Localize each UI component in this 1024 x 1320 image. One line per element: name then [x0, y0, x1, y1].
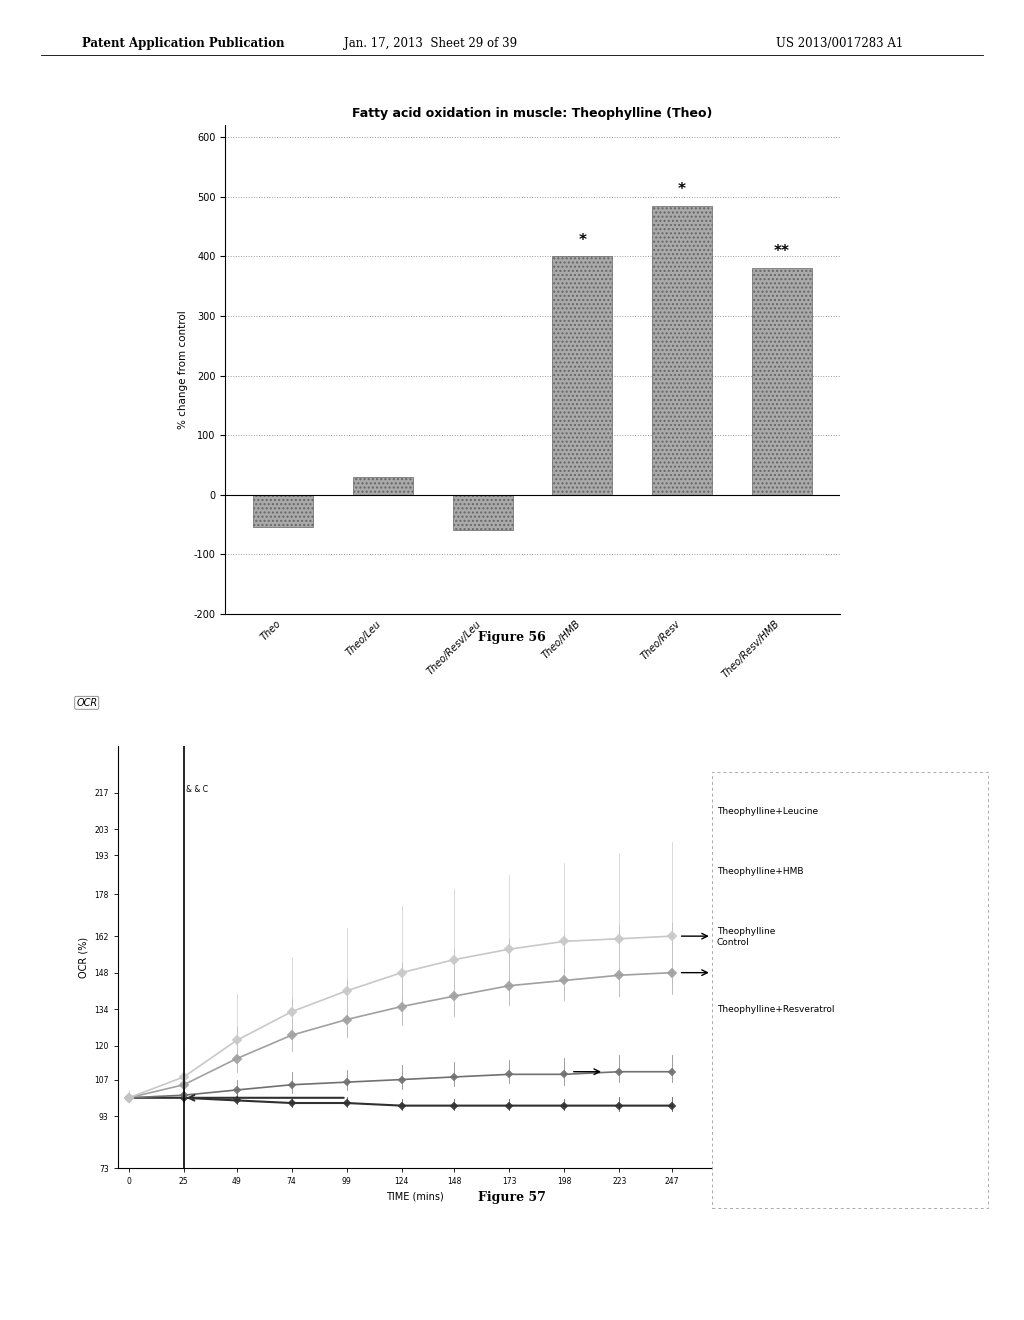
Text: *: *: [579, 232, 587, 248]
X-axis label: TIME (mins): TIME (mins): [386, 1192, 443, 1201]
Text: Jan. 17, 2013  Sheet 29 of 39: Jan. 17, 2013 Sheet 29 of 39: [343, 37, 517, 50]
Text: Figure 56: Figure 56: [478, 631, 546, 644]
Y-axis label: OCR (%): OCR (%): [79, 936, 89, 978]
Text: Figure 57: Figure 57: [478, 1191, 546, 1204]
Text: & & C: & & C: [186, 785, 208, 793]
Text: Theophylline+Leucine: Theophylline+Leucine: [717, 808, 818, 816]
Bar: [253, 495, 313, 528]
Text: **: **: [774, 244, 790, 260]
Bar: [552, 256, 612, 495]
Text: Theophylline+HMB: Theophylline+HMB: [717, 867, 803, 875]
Bar: [752, 268, 812, 495]
Bar: [353, 477, 413, 495]
Title: Fatty acid oxidation in muscle: Theophylline (Theo): Fatty acid oxidation in muscle: Theophyl…: [352, 107, 713, 120]
Text: US 2013/0017283 A1: US 2013/0017283 A1: [776, 37, 903, 50]
Text: Theophylline
Control: Theophylline Control: [717, 928, 775, 946]
Text: *: *: [678, 182, 686, 197]
Bar: [453, 495, 513, 531]
Text: Theophylline+Resveratrol: Theophylline+Resveratrol: [717, 1006, 835, 1014]
Bar: [652, 206, 712, 495]
Text: OCR: OCR: [76, 698, 97, 708]
Y-axis label: % change from control: % change from control: [178, 310, 188, 429]
Text: Patent Application Publication: Patent Application Publication: [82, 37, 285, 50]
